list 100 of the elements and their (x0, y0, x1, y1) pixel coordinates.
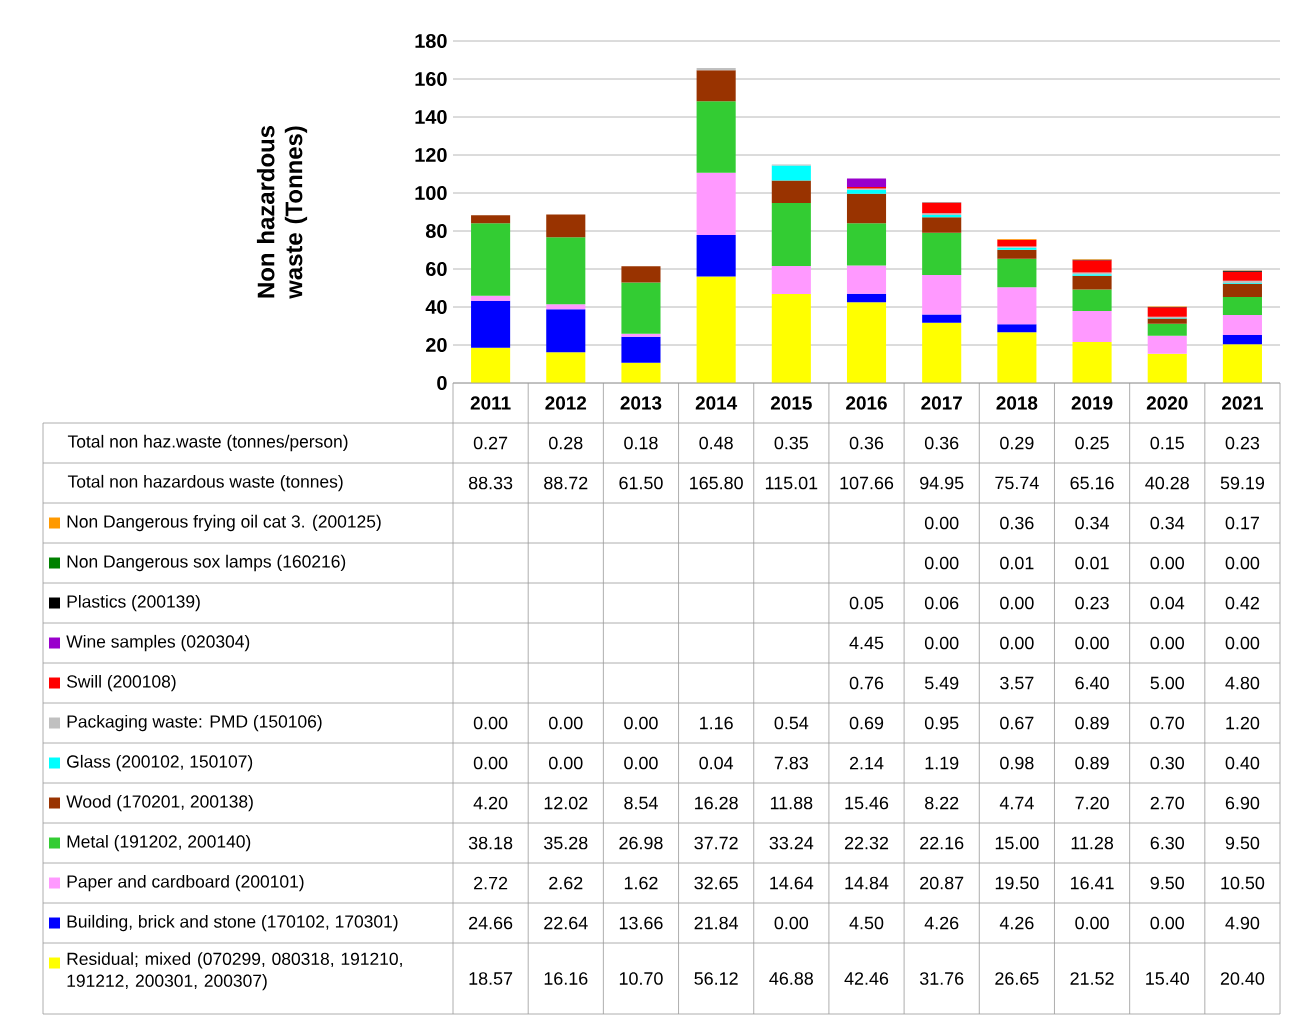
data-label: 0.00 (1225, 636, 1260, 650)
legend-label: Non Dangerous frying oil cat 3. (200125) (67, 514, 381, 532)
data-label: 0.30 (1150, 756, 1184, 770)
data-label: 0.17 (1225, 516, 1259, 530)
legend-label: Non Dangerous sox lamps (160216) (67, 554, 346, 572)
data-label: 0.98 (1000, 756, 1034, 770)
text: 88.72 (544, 476, 588, 490)
data-label: 38.18 (468, 836, 513, 850)
data-label: 0.67 (1000, 716, 1034, 730)
legend-label: Metal (191202, 200140) (67, 834, 251, 852)
data-label: 0.00 (774, 916, 809, 930)
text: 94.95 (920, 476, 964, 490)
y-tick-label: 80 (425, 223, 447, 239)
data-label: 0.00 (624, 756, 658, 770)
text: 0.25 (1075, 436, 1109, 450)
data-label: 4.50 (849, 916, 884, 930)
data-label: 12.02 (544, 796, 588, 810)
data-label: 0.34 (1075, 516, 1109, 530)
text: 0.15 (1150, 436, 1184, 450)
text: 0.36 (924, 436, 959, 450)
data-label: 9.50 (1225, 836, 1260, 850)
data-label: 1.16 (700, 716, 733, 730)
text: 0.18 (624, 436, 658, 450)
text: 115.01 (765, 476, 818, 490)
data-label: 0.70 (1150, 716, 1184, 730)
data-label: 6.40 (1075, 676, 1109, 690)
text: 165.80 (690, 476, 743, 490)
data-label: 0.00 (924, 516, 959, 530)
data-label: 26.98 (619, 836, 663, 850)
text: 0.36 (849, 436, 884, 450)
data-label: 15.00 (995, 836, 1039, 850)
data-label: 5.49 (924, 676, 959, 690)
text: 61.50 (619, 476, 663, 490)
data-label: 2.70 (1150, 796, 1184, 810)
data-label: 35.28 (544, 836, 588, 850)
y-tick-label: 20 (426, 337, 447, 353)
data-label: 0.23 (1075, 596, 1109, 610)
legend-label: Glass (200102, 150107) (67, 754, 253, 772)
data-label: 22.16 (920, 836, 964, 850)
data-label: 20.87 (920, 876, 964, 890)
data-label: 10.70 (619, 972, 663, 985)
data-label: 4.90 (1225, 916, 1260, 930)
text: Total non haz.waste (tonnes/person) (67, 434, 348, 452)
data-label: 1.62 (624, 876, 658, 890)
data-label: 16.16 (544, 972, 588, 985)
data-label: 31.76 (919, 972, 964, 985)
data-label: 16.41 (1070, 876, 1114, 890)
data-label: 4.74 (999, 796, 1034, 810)
data-label: 7.83 (774, 756, 808, 770)
data-label: 56.12 (694, 972, 738, 985)
data-label: 46.88 (769, 972, 813, 985)
text: 75.74 (995, 476, 1039, 490)
data-label: 15.40 (1146, 972, 1189, 985)
x-tick-label: 2019 (1071, 396, 1113, 410)
data-label: 0.00 (924, 636, 959, 650)
text: 0.28 (549, 436, 583, 450)
data-label: 6.90 (1225, 796, 1260, 810)
data-label: 0.40 (1225, 756, 1260, 770)
data-label: 26.65 (995, 972, 1039, 985)
y-tick-label: 140 (415, 109, 447, 125)
data-label: 0.36 (1000, 516, 1034, 530)
legend-label: Packaging waste: PMD (150106) (67, 714, 322, 732)
data-label: 8.22 (925, 796, 959, 810)
data-label: 15.46 (845, 796, 889, 810)
data-label: 0.00 (1075, 916, 1109, 930)
data-label: 22.32 (844, 836, 889, 850)
text: 0.48 (699, 436, 733, 450)
data-label: 0.34 (1150, 516, 1185, 530)
data-label: 0.00 (624, 716, 658, 730)
data-label: 0.00 (1150, 556, 1184, 570)
y-tick-label: 160 (415, 71, 447, 87)
data-label: 1.19 (925, 756, 959, 770)
text: Total non hazardous waste (tonnes) (67, 474, 343, 492)
text: 40.28 (1145, 476, 1189, 490)
x-tick-label: 2018 (996, 396, 1038, 410)
data-label: 21.84 (694, 916, 739, 930)
data-label: 0.69 (849, 716, 884, 730)
legend-label: Wood (170201, 200138) (66, 794, 253, 812)
data-label: 7.20 (1075, 796, 1109, 810)
data-label: 0.00 (549, 756, 583, 770)
data-label: 42.46 (844, 972, 889, 985)
x-tick-label: 2017 (921, 396, 962, 410)
x-tick-label: 2014 (695, 396, 738, 410)
data-label: 0.00 (1150, 636, 1184, 650)
data-label: 8.54 (624, 796, 658, 810)
data-label: 0.89 (1075, 716, 1109, 730)
text: 0.29 (1000, 436, 1034, 450)
x-tick-label: 2016 (846, 396, 887, 410)
data-label: 0.00 (1225, 556, 1260, 570)
data-label: 0.04 (1150, 596, 1185, 610)
y-tick-label: 180 (415, 33, 447, 49)
legend-label: Residual; mixed (070299, 080318, 191210, 191212, 200301, 200307) (67, 952, 402, 991)
data-label: 18.57 (469, 972, 513, 985)
data-label: 0.00 (1000, 596, 1034, 610)
legend-label: Plastics (200139) (67, 594, 200, 612)
data-label: 0.04 (699, 756, 734, 770)
data-label: 6.30 (1150, 836, 1184, 850)
data-label: 14.84 (845, 876, 889, 890)
data-label: 0.00 (1000, 636, 1034, 650)
data-label: 5.00 (1150, 676, 1184, 690)
